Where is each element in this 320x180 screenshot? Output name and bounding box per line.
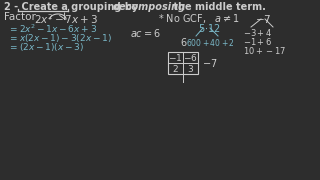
Text: $10+-17$: $10+-17$ [243,45,286,56]
Text: $-1$: $-1$ [168,52,183,63]
Text: $= 2x^2-1x-6x+3$: $= 2x^2-1x-6x+3$ [8,23,97,35]
Text: the middle term.: the middle term. [170,2,266,12]
Text: $-6$: $-6$ [183,52,198,63]
Text: decomposing: decomposing [113,2,186,12]
Text: 6: 6 [180,38,186,48]
Bar [168,52,198,74]
Text: $ac=6$: $ac=6$ [130,27,161,39]
Text: $*$ No GCF,   $a \neq 1$: $*$ No GCF, $a \neq 1$ [158,12,240,25]
Text: $2x^2 - 7x + 3$: $2x^2 - 7x + 3$ [34,12,98,26]
Text: $= (2x-1)(x-3)$: $= (2x-1)(x-3)$ [8,41,84,53]
Text: $-3+4$: $-3+4$ [243,27,272,38]
Text: $= x(2x-1)-3(2x-1)$: $= x(2x-1)-3(2x-1)$ [8,32,112,44]
Text: $5{\cdot}12$: $5{\cdot}12$ [198,22,221,34]
Text: $-7$: $-7$ [255,13,271,25]
Text: Factor: Factor [4,12,42,22]
Text: $-7$: $-7$ [202,57,218,69]
Text: $3$: $3$ [187,63,194,74]
Text: $2$: $2$ [172,63,179,74]
Text: $600+40+2$: $600+40+2$ [186,37,235,48]
Text: $-1+6$: $-1+6$ [243,36,272,47]
Text: 2 - Create a grouping by: 2 - Create a grouping by [4,2,142,12]
